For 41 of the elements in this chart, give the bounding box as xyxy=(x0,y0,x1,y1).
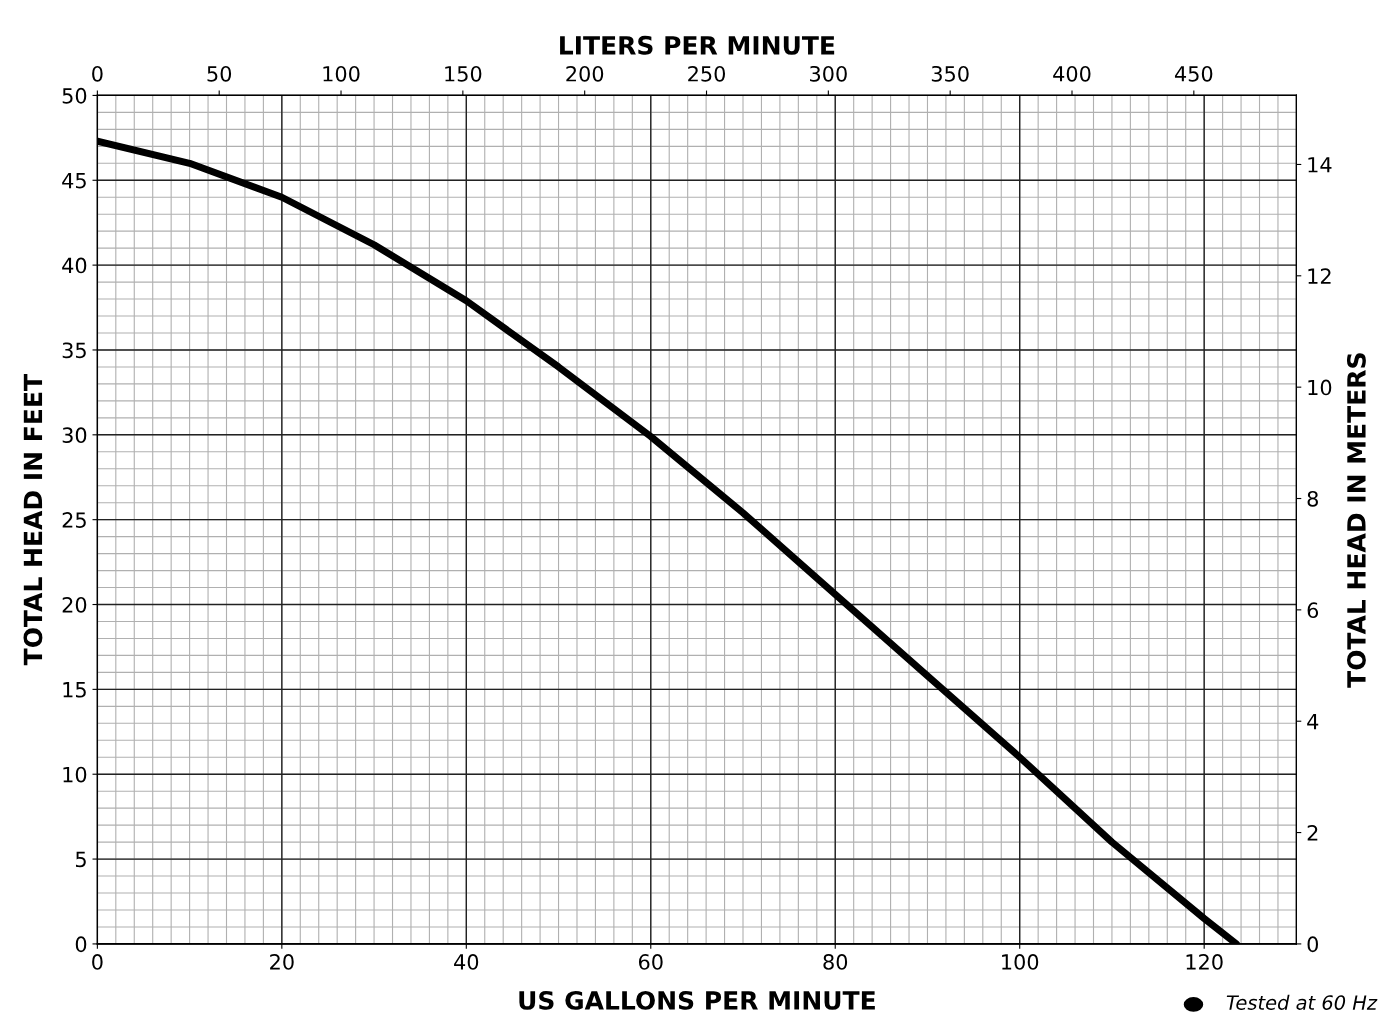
y-tick-label: 5 xyxy=(76,851,86,868)
y-axis-title: TOTAL HEAD IN FEET xyxy=(23,374,43,666)
x-tick-label: 60 xyxy=(638,954,663,970)
x2-axis-title: LITERS PER MINUTE xyxy=(560,35,835,55)
x2-tick-label: 450 xyxy=(1174,65,1213,82)
x2-tick-label: 300 xyxy=(810,65,847,82)
x2-tick-label: 150 xyxy=(445,65,482,82)
y2-tick-label: 4 xyxy=(1307,713,1319,730)
y-tick-label: 15 xyxy=(63,682,86,698)
x-tick-label: 120 xyxy=(1186,954,1223,970)
y-tick-label: 40 xyxy=(62,257,87,274)
y-tick-label: 50 xyxy=(62,87,87,104)
x-tick-label: 20 xyxy=(270,954,294,970)
x2-tick-label: 350 xyxy=(931,65,969,82)
y2-tick-label: 6 xyxy=(1307,602,1319,619)
x2-tick-label: 0 xyxy=(92,65,103,82)
y2-tick-label: 12 xyxy=(1308,268,1331,284)
x2-tick-label: 50 xyxy=(207,65,232,82)
x2-tick-label: 200 xyxy=(566,65,604,82)
y2-tick-label: 10 xyxy=(1308,379,1332,396)
y-tick-label: 35 xyxy=(62,342,86,359)
x2-tick-label: 250 xyxy=(688,65,726,82)
x-axis-title: US GALLONS PER MINUTE xyxy=(519,990,875,1010)
y-tick-label: 45 xyxy=(62,172,86,189)
y-tick-label: 10 xyxy=(63,766,87,783)
y2-tick-label: 14 xyxy=(1308,157,1332,173)
y-tick-label: 20 xyxy=(62,596,87,613)
y2-tick-label: 0 xyxy=(1307,936,1319,953)
x-tick-label: 100 xyxy=(1002,954,1039,970)
x-tick-label: 80 xyxy=(823,954,848,970)
y-tick-label: 25 xyxy=(62,512,86,528)
x-tick-label: 0 xyxy=(92,954,103,970)
x2-tick-label: 100 xyxy=(323,65,360,82)
y2-axis-title: TOTAL HEAD IN METERS xyxy=(1346,353,1366,688)
y-tick-label: 0 xyxy=(75,936,87,953)
y2-tick-label: 2 xyxy=(1307,825,1318,841)
y-tick-label: 30 xyxy=(62,427,87,444)
x-tick-label: 40 xyxy=(454,954,479,970)
x2-tick-label: 400 xyxy=(1053,65,1091,82)
text: Tested at 60 Hz xyxy=(1226,994,1378,1010)
y2-tick-label: 8 xyxy=(1307,490,1318,507)
